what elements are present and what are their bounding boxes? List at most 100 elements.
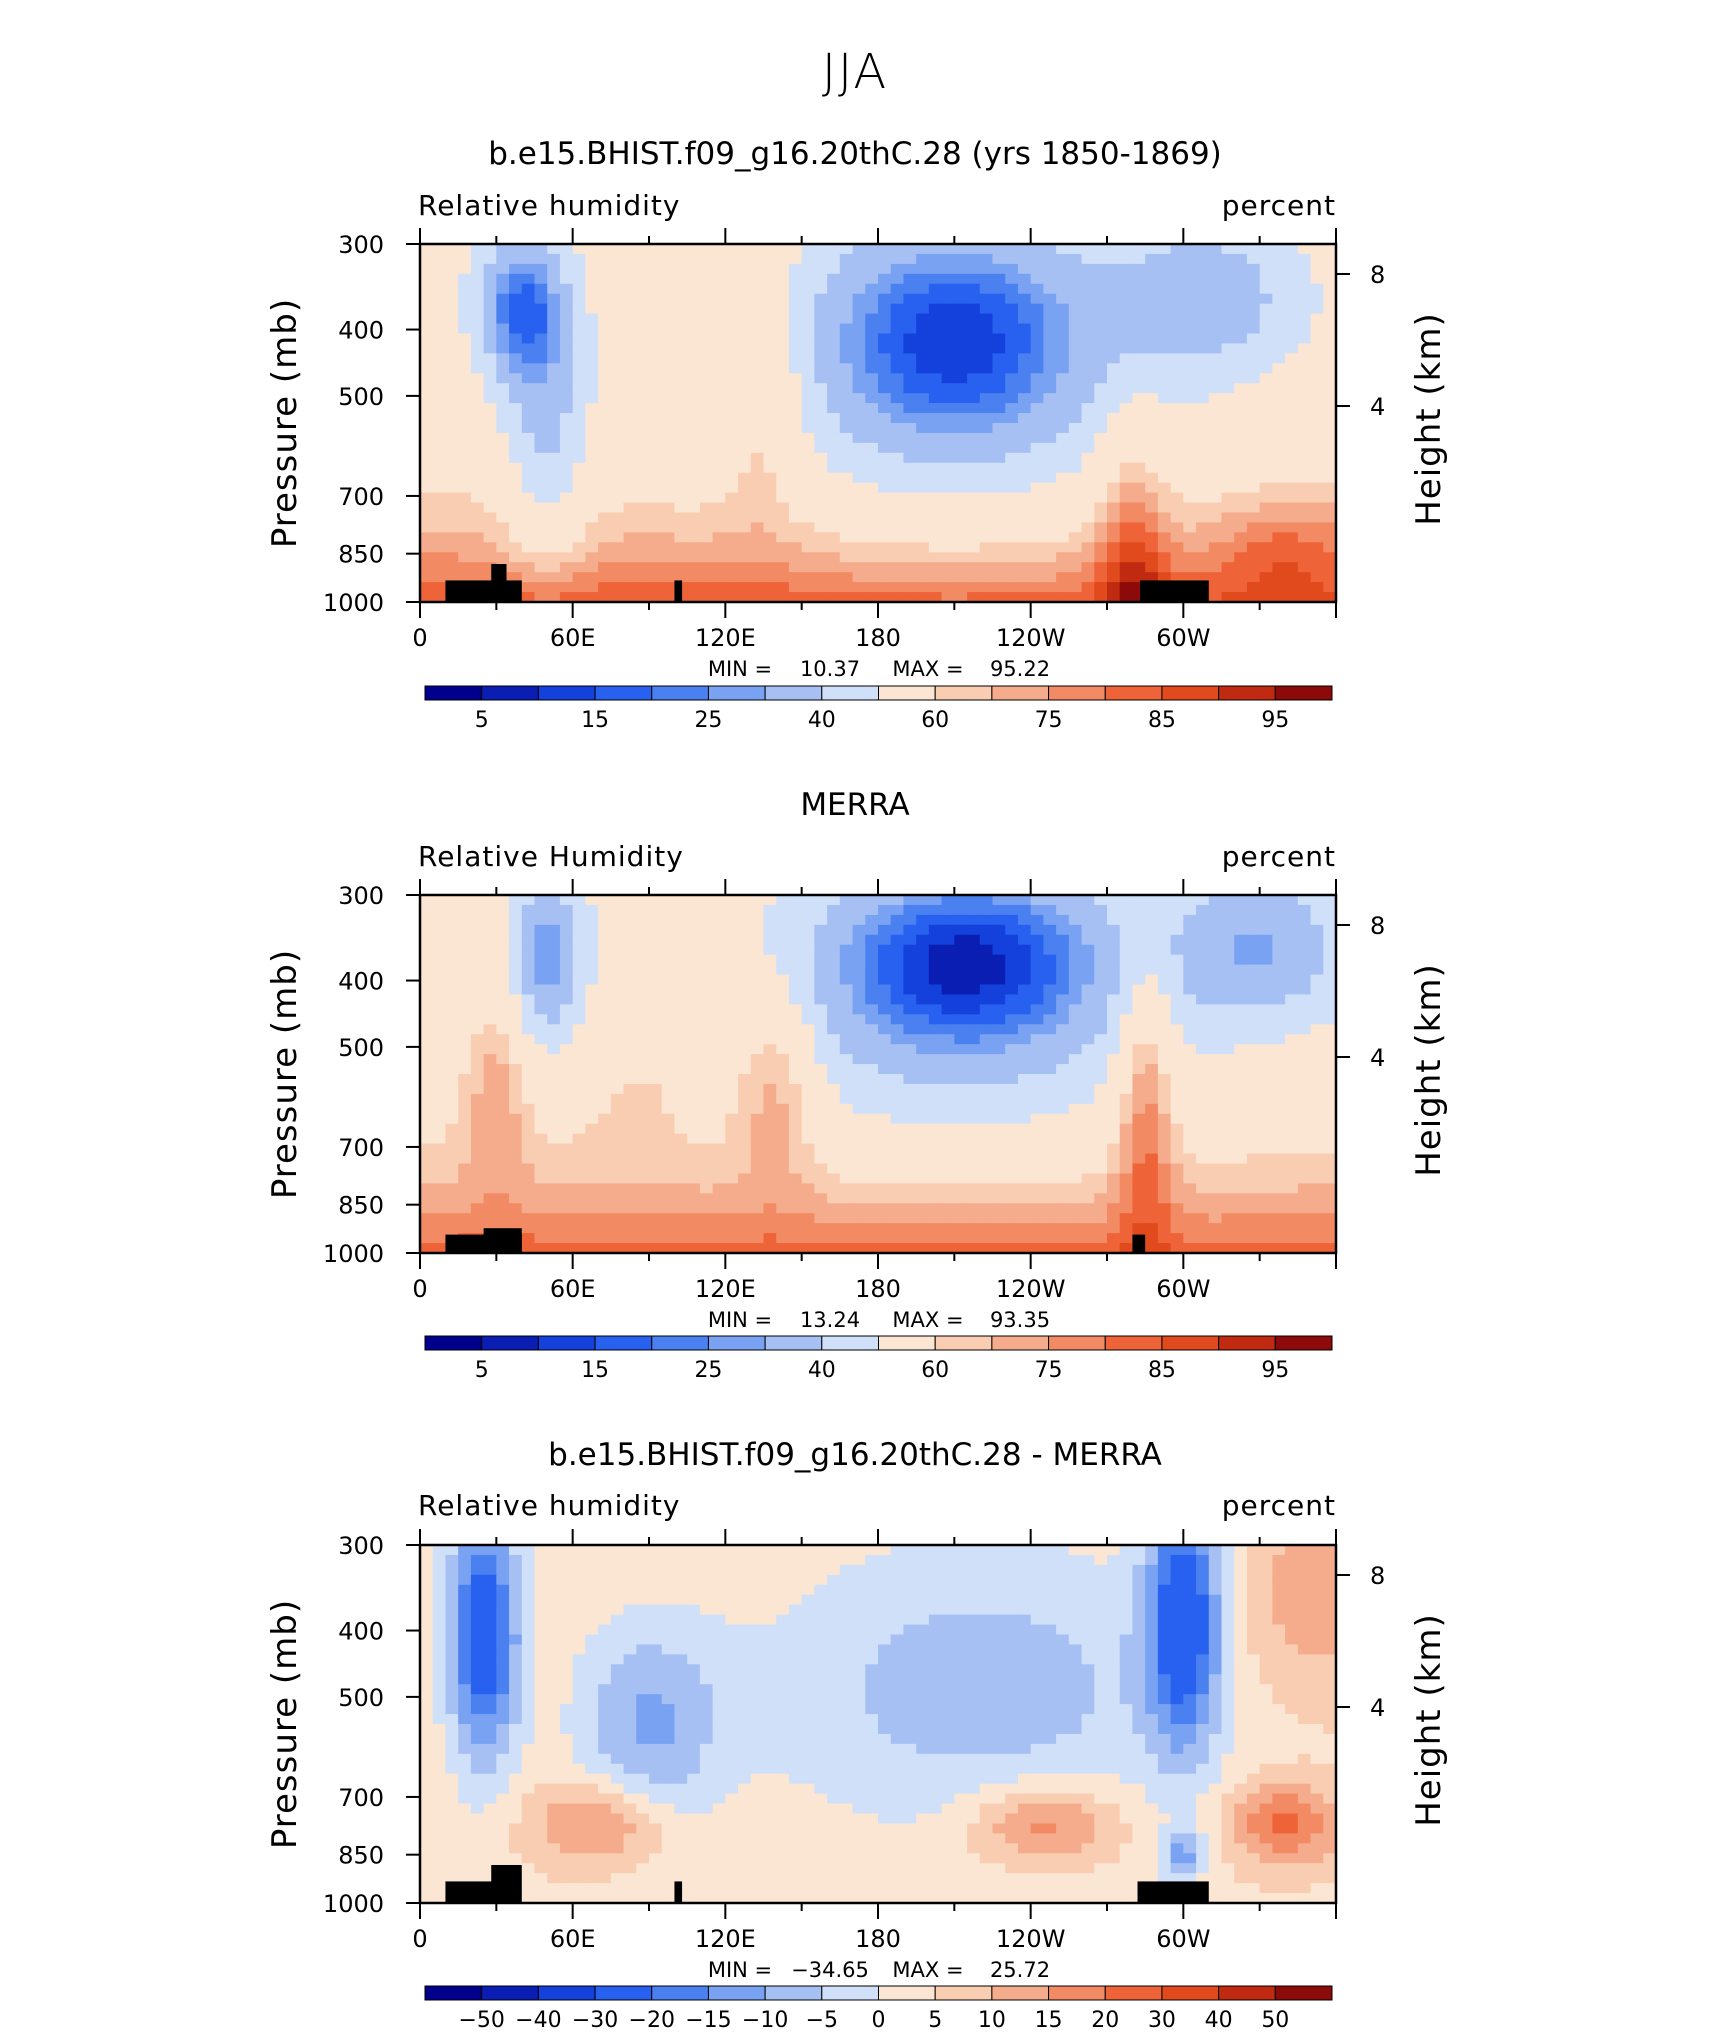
field-cell	[928, 572, 943, 583]
field-cell	[699, 323, 714, 335]
field-cell	[432, 974, 447, 986]
field-cell	[623, 482, 637, 494]
field-cell	[928, 323, 943, 335]
field-cell	[1132, 403, 1146, 414]
field-cell	[559, 383, 574, 394]
colorbar-box	[991, 685, 1050, 701]
field-cell	[916, 974, 930, 986]
field-cell	[598, 572, 612, 583]
field-cell	[865, 934, 879, 946]
field-cell	[878, 944, 892, 956]
field-cell	[1107, 522, 1121, 533]
field-cell	[534, 333, 548, 345]
field-cell	[1183, 353, 1197, 364]
field-cell	[1068, 562, 1083, 573]
field-cell	[559, 1093, 574, 1105]
field-cell	[661, 313, 676, 325]
field-cell	[801, 924, 815, 936]
field-cell	[788, 914, 803, 926]
field-cell	[649, 1143, 663, 1155]
field-cell	[496, 1083, 510, 1095]
field-cell	[725, 895, 739, 906]
field-cell	[839, 1203, 854, 1214]
field-cell	[420, 452, 434, 464]
field-cell	[636, 313, 650, 325]
field-cell	[738, 502, 752, 514]
field-cell	[445, 1024, 459, 1035]
field-cell	[636, 432, 650, 444]
field-cell	[1246, 542, 1261, 553]
field-cell	[992, 1163, 1006, 1175]
field-cell	[674, 363, 688, 374]
field-cell	[534, 1054, 548, 1065]
field-cell	[941, 572, 955, 583]
field-cell	[649, 442, 663, 454]
field-cell	[687, 263, 701, 275]
field-cell	[521, 492, 536, 504]
field-cell	[1068, 944, 1083, 956]
field-cell	[1119, 1133, 1134, 1145]
field-cell	[559, 472, 574, 484]
field-cell	[1259, 592, 1273, 603]
field-cell	[1132, 472, 1146, 484]
field-cell	[801, 462, 815, 474]
field-cell	[649, 904, 663, 916]
field-cell	[776, 964, 790, 976]
field-cell	[878, 934, 892, 946]
field-cell	[1017, 1024, 1032, 1035]
field-cell	[1310, 562, 1324, 573]
field-cell	[470, 492, 485, 504]
field-cell	[458, 393, 472, 404]
field-cell	[1094, 532, 1108, 543]
field-cell	[1234, 1193, 1248, 1204]
field-cell	[928, 1093, 943, 1105]
field-cell	[420, 1193, 434, 1204]
field-cell	[903, 253, 917, 265]
field-cell	[1297, 452, 1312, 464]
field-cell	[1310, 984, 1324, 996]
field-cell	[1272, 492, 1286, 504]
field-cell	[788, 462, 803, 474]
field-cell	[750, 1133, 765, 1145]
field-cell	[1272, 1093, 1286, 1105]
field-cell	[928, 895, 943, 906]
field-cell	[445, 1173, 459, 1184]
field-cell	[1107, 1083, 1121, 1095]
field-cell	[890, 1203, 905, 1214]
field-cell	[585, 343, 599, 354]
field-cell	[598, 1064, 612, 1075]
field-cell	[1285, 1103, 1299, 1115]
field-cell	[1005, 393, 1019, 404]
field-cell	[852, 1173, 866, 1184]
field-cell	[763, 532, 777, 543]
field-cell	[967, 1163, 981, 1175]
field-cell	[1221, 914, 1235, 926]
field-cell	[432, 522, 447, 533]
field-cell	[420, 944, 434, 956]
field-cell	[890, 1004, 905, 1015]
field-cell	[470, 502, 485, 514]
field-cell	[992, 1014, 1006, 1025]
field-cell	[839, 492, 854, 504]
field-cell	[852, 1034, 866, 1045]
field-cell	[763, 1083, 777, 1095]
field-cell	[1170, 343, 1184, 354]
field-cell	[763, 1123, 777, 1135]
field-cell	[1119, 1103, 1134, 1115]
field-cell	[483, 1064, 497, 1075]
field-cell	[1043, 1083, 1057, 1095]
field-cell	[852, 542, 866, 553]
field-cell	[1094, 592, 1108, 603]
field-cell	[687, 1034, 701, 1045]
field-cell	[598, 934, 612, 946]
field-cell	[1183, 482, 1197, 494]
field-cell	[636, 333, 650, 345]
field-cell	[559, 1014, 574, 1025]
field-cell	[992, 313, 1006, 325]
field-cell	[1107, 432, 1121, 444]
field-cell	[788, 1133, 803, 1145]
field-cell	[572, 512, 586, 524]
field-cell	[674, 1074, 688, 1085]
field-cell	[1017, 592, 1032, 603]
field-cell	[1094, 253, 1108, 265]
